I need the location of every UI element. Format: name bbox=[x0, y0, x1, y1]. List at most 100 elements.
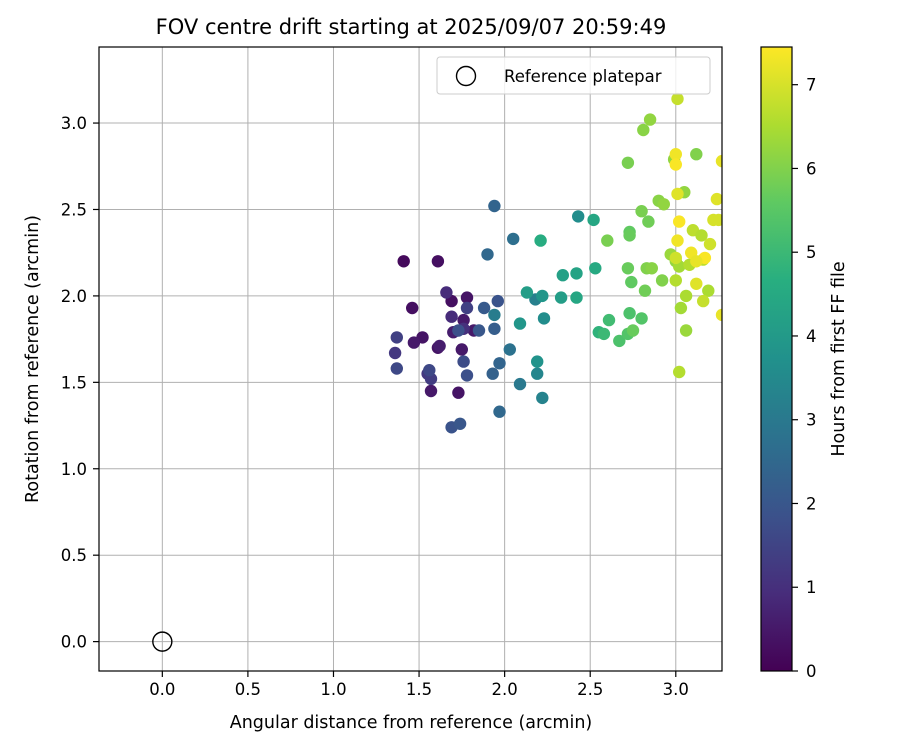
data-point bbox=[671, 187, 684, 201]
data-point bbox=[537, 312, 551, 325]
colorbar-frame bbox=[760, 46, 793, 672]
data-point bbox=[472, 324, 486, 337]
data-point bbox=[697, 294, 710, 308]
data-point bbox=[433, 339, 446, 353]
data-point bbox=[637, 123, 650, 137]
y-axis-label: Rotation from reference (arcmin) bbox=[23, 215, 43, 503]
data-point bbox=[493, 405, 506, 418]
data-point bbox=[669, 274, 682, 287]
data-point bbox=[674, 301, 688, 315]
y-tick-label: 3.0 bbox=[61, 114, 87, 133]
colorbar-label: Hours from first FF file bbox=[829, 261, 849, 456]
data-point bbox=[513, 317, 527, 330]
colorbar: 0 1 2 3 4 5 6 7 Hours from first FF file bbox=[760, 46, 849, 681]
reference-marker-circle bbox=[152, 631, 173, 652]
y-axis-ticks: 0.0 0.5 1.0 1.5 2.0 2.5 3.0 bbox=[61, 114, 99, 652]
y-gridlines bbox=[99, 122, 722, 643]
data-point bbox=[406, 301, 419, 315]
data-point bbox=[531, 367, 544, 380]
legend-box bbox=[436, 56, 711, 95]
data-point bbox=[602, 313, 616, 327]
x-tick-label: 2.0 bbox=[492, 680, 518, 699]
data-point bbox=[457, 355, 470, 368]
colorbar-gradient bbox=[761, 47, 792, 671]
data-point bbox=[589, 262, 602, 275]
data-point bbox=[625, 275, 638, 289]
data-point bbox=[452, 386, 465, 399]
data-point bbox=[643, 113, 657, 126]
data-point bbox=[669, 158, 682, 171]
data-point bbox=[673, 215, 686, 228]
x-tick-label: 1.0 bbox=[320, 680, 346, 699]
data-point bbox=[423, 364, 436, 377]
legend-marker bbox=[455, 65, 477, 87]
x-tick-label: 3.0 bbox=[663, 680, 689, 699]
data-point bbox=[536, 289, 549, 303]
data-point bbox=[673, 365, 686, 379]
x-tick-label: 0.0 bbox=[149, 680, 175, 699]
data-point bbox=[715, 308, 722, 322]
data-point bbox=[431, 255, 445, 268]
data-point bbox=[712, 213, 722, 227]
data-point bbox=[390, 331, 403, 344]
legend-label: Reference platepar bbox=[504, 67, 662, 86]
data-point bbox=[452, 324, 465, 337]
data-point bbox=[488, 322, 501, 335]
data-point bbox=[534, 234, 547, 247]
colorbar-tick-label: 2 bbox=[806, 494, 817, 513]
x-axis-label: Angular distance from reference (arcmin) bbox=[230, 713, 593, 733]
data-point bbox=[556, 269, 569, 282]
y-tick-label: 0.0 bbox=[61, 633, 87, 652]
data-point bbox=[507, 232, 520, 246]
data-point bbox=[424, 384, 438, 398]
data-point bbox=[679, 324, 693, 337]
x-tick-label: 2.5 bbox=[577, 680, 603, 699]
colorbar-tick-label: 3 bbox=[806, 411, 817, 430]
data-point bbox=[554, 291, 568, 304]
data-point bbox=[642, 215, 655, 228]
data-point bbox=[536, 391, 549, 405]
data-point bbox=[455, 343, 468, 356]
data-point bbox=[679, 289, 693, 303]
data-point bbox=[669, 148, 682, 161]
data-point bbox=[702, 284, 715, 297]
data-point bbox=[695, 229, 708, 242]
data-point bbox=[623, 307, 636, 320]
colorbar-tick-label: 6 bbox=[806, 159, 817, 178]
colorbar-tick-label: 1 bbox=[806, 578, 817, 597]
data-point bbox=[488, 308, 501, 322]
data-point bbox=[460, 301, 474, 315]
data-point bbox=[572, 210, 585, 223]
data-point bbox=[635, 205, 648, 218]
data-point bbox=[690, 148, 703, 161]
data-point bbox=[638, 284, 652, 297]
data-point bbox=[715, 154, 722, 168]
colorbar-tick-label: 7 bbox=[806, 76, 817, 95]
data-point bbox=[710, 192, 722, 206]
data-point bbox=[460, 369, 474, 382]
data-point bbox=[481, 248, 494, 261]
plot-frame bbox=[98, 46, 723, 672]
reference-point bbox=[152, 631, 173, 652]
data-point bbox=[488, 199, 501, 213]
data-point bbox=[671, 92, 684, 106]
data-point bbox=[397, 255, 410, 268]
data-point bbox=[570, 267, 583, 280]
data-point bbox=[703, 237, 717, 251]
data-point bbox=[623, 229, 636, 242]
x-axis-ticks: 0.0 0.5 1.0 1.5 2.0 2.5 3.0 bbox=[149, 671, 689, 699]
data-point bbox=[597, 327, 611, 341]
data-point bbox=[477, 301, 491, 315]
data-point bbox=[655, 274, 669, 287]
data-point bbox=[690, 277, 703, 290]
data-point bbox=[440, 286, 453, 299]
colorbar-tick-label: 5 bbox=[806, 243, 817, 262]
data-point bbox=[645, 262, 658, 275]
x-tick-label: 1.5 bbox=[406, 680, 432, 699]
data-point bbox=[453, 417, 467, 430]
colorbar-ticks: 0 1 2 3 4 5 6 7 bbox=[792, 76, 817, 681]
x-gridlines bbox=[161, 47, 677, 671]
legend: Reference platepar bbox=[436, 56, 711, 95]
data-point bbox=[570, 291, 583, 304]
data-point bbox=[513, 377, 527, 391]
